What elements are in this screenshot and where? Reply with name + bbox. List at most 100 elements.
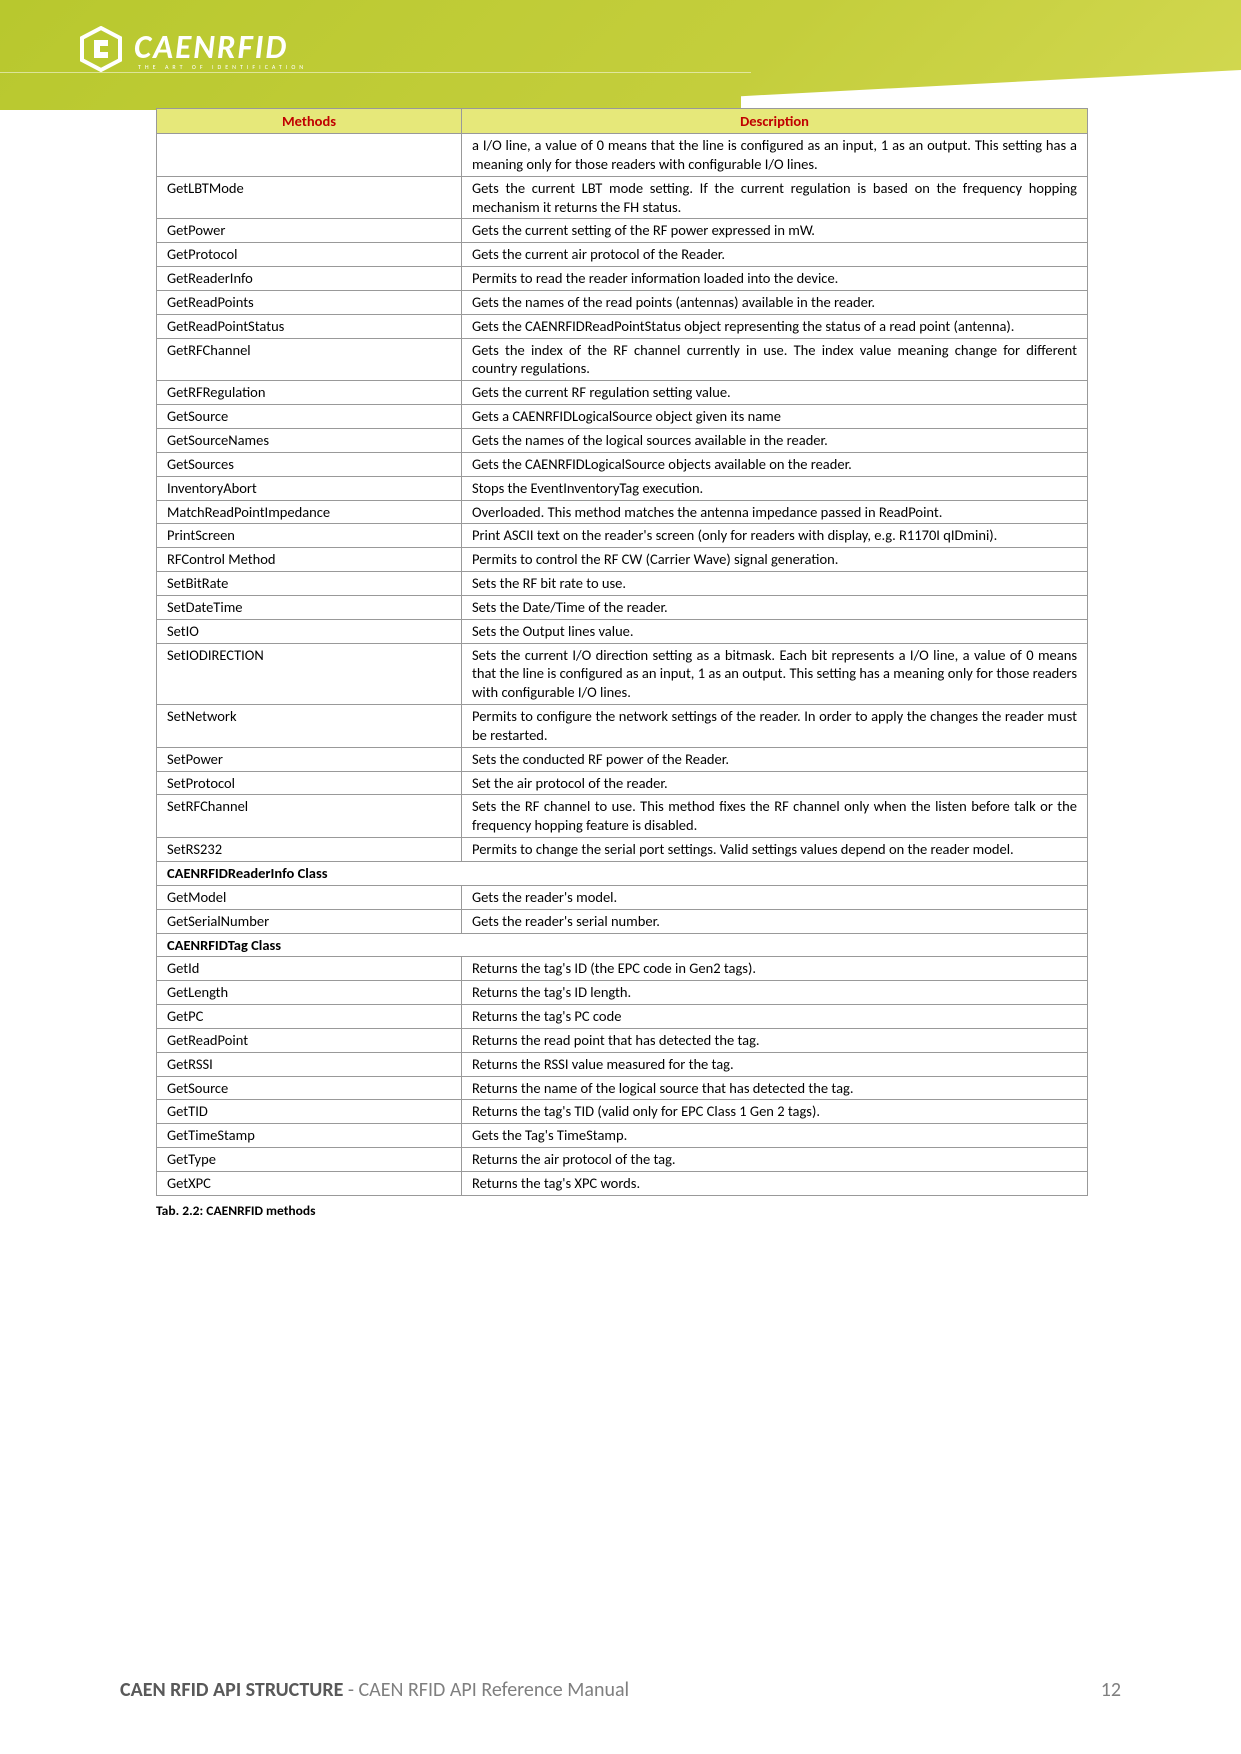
method-name: SetPower: [157, 747, 462, 771]
method-description: Returns the name of the logical source t…: [462, 1076, 1088, 1100]
table-row: CAENRFIDTag Class: [157, 933, 1088, 957]
method-description: Sets the current I/O direction setting a…: [462, 643, 1088, 705]
method-name: GetXPC: [157, 1171, 462, 1195]
table-row: RFControl MethodPermits to control the R…: [157, 548, 1088, 572]
table-row: CAENRFIDReaderInfo Class: [157, 862, 1088, 886]
method-name: [157, 134, 462, 177]
logo: CAENRFID THE ART OF IDENTIFICATION: [80, 26, 307, 72]
table-row: SetNetworkPermits to configure the netwo…: [157, 705, 1088, 748]
table-row: GetLBTModeGets the current LBT mode sett…: [157, 176, 1088, 219]
table-row: GetSourceReturns the name of the logical…: [157, 1076, 1088, 1100]
footer: CAEN RFID API STRUCTURE - CAEN RFID API …: [120, 1678, 1121, 1702]
method-description: Gets the CAENRFIDLogicalSource objects a…: [462, 452, 1088, 476]
method-name: GetReadPoint: [157, 1028, 462, 1052]
table-row: InventoryAbortStops the EventInventoryTa…: [157, 476, 1088, 500]
table-row: GetIdReturns the tag's ID (the EPC code …: [157, 957, 1088, 981]
table-row: PrintScreenPrint ASCII text on the reade…: [157, 524, 1088, 548]
table-row: GetXPCReturns the tag's XPC words.: [157, 1171, 1088, 1195]
logo-main: CAENRFID: [134, 27, 307, 67]
method-name: GetRSSI: [157, 1052, 462, 1076]
method-description: Sets the RF channel to use. This method …: [462, 795, 1088, 838]
table-row: GetModelGets the reader's model.: [157, 885, 1088, 909]
table-row: a I/O line, a value of 0 means that the …: [157, 134, 1088, 177]
method-name: InventoryAbort: [157, 476, 462, 500]
method-description: Gets the CAENRFIDReadPointStatus object …: [462, 314, 1088, 338]
method-description: Permits to change the serial port settin…: [462, 838, 1088, 862]
table-row: GetRFRegulationGets the current RF regul…: [157, 381, 1088, 405]
method-description: Returns the tag's XPC words.: [462, 1171, 1088, 1195]
method-description: Returns the air protocol of the tag.: [462, 1148, 1088, 1172]
header-line: [0, 72, 751, 73]
method-name: SetDateTime: [157, 595, 462, 619]
method-description: Gets the names of the logical sources av…: [462, 428, 1088, 452]
col-header-description: Description: [462, 109, 1088, 134]
method-description: Permits to read the reader information l…: [462, 267, 1088, 291]
method-name: SetProtocol: [157, 771, 462, 795]
table-row: GetSerialNumberGets the reader's serial …: [157, 909, 1088, 933]
method-description: Stops the EventInventoryTag execution.: [462, 476, 1088, 500]
table-row: GetPowerGets the current setting of the …: [157, 219, 1088, 243]
table-row: SetBitRateSets the RF bit rate to use.: [157, 572, 1088, 596]
method-name: GetReadPoints: [157, 290, 462, 314]
method-name: GetType: [157, 1148, 462, 1172]
method-description: Sets the Date/Time of the reader.: [462, 595, 1088, 619]
method-description: Permits to configure the network setting…: [462, 705, 1088, 748]
method-name: PrintScreen: [157, 524, 462, 548]
footer-page-number: 12: [1101, 1678, 1121, 1702]
table-row: MatchReadPointImpedanceOverloaded. This …: [157, 500, 1088, 524]
method-description: Returns the tag's ID length.: [462, 981, 1088, 1005]
method-name: GetSource: [157, 405, 462, 429]
method-name: GetTID: [157, 1100, 462, 1124]
section-header: CAENRFIDReaderInfo Class: [157, 862, 1088, 886]
table-row: GetTimeStampGets the Tag's TimeStamp.: [157, 1124, 1088, 1148]
method-name: GetProtocol: [157, 243, 462, 267]
method-name: GetModel: [157, 885, 462, 909]
table-row: SetIOSets the Output lines value.: [157, 619, 1088, 643]
method-description: Returns the RSSI value measured for the …: [462, 1052, 1088, 1076]
method-name: GetLBTMode: [157, 176, 462, 219]
table-row: GetPCReturns the tag's PC code: [157, 1005, 1088, 1029]
col-header-methods: Methods: [157, 109, 462, 134]
table-row: SetRS232Permits to change the serial por…: [157, 838, 1088, 862]
logo-text: CAENRFID THE ART OF IDENTIFICATION: [134, 27, 307, 71]
method-description: Sets the Output lines value.: [462, 619, 1088, 643]
method-name: GetLength: [157, 981, 462, 1005]
method-description: Gets the current setting of the RF power…: [462, 219, 1088, 243]
table-row: GetRSSIReturns the RSSI value measured f…: [157, 1052, 1088, 1076]
method-name: GetRFChannel: [157, 338, 462, 381]
table-row: GetReadPointStatusGets the CAENRFIDReadP…: [157, 314, 1088, 338]
footer-title: CAEN RFID API STRUCTURE - CAEN RFID API …: [120, 1678, 629, 1702]
table-row: SetProtocolSet the air protocol of the r…: [157, 771, 1088, 795]
method-description: Gets the current RF regulation setting v…: [462, 381, 1088, 405]
method-description: Returns the tag's TID (valid only for EP…: [462, 1100, 1088, 1124]
method-description: Gets the Tag's TimeStamp.: [462, 1124, 1088, 1148]
method-name: GetReadPointStatus: [157, 314, 462, 338]
method-name: SetBitRate: [157, 572, 462, 596]
method-description: Gets the current air protocol of the Rea…: [462, 243, 1088, 267]
table-row: GetRFChannelGets the index of the RF cha…: [157, 338, 1088, 381]
method-description: Gets the names of the read points (anten…: [462, 290, 1088, 314]
methods-table: Methods Description a I/O line, a value …: [156, 108, 1088, 1196]
method-name: GetPC: [157, 1005, 462, 1029]
method-description: Gets the current LBT mode setting. If th…: [462, 176, 1088, 219]
method-name: RFControl Method: [157, 548, 462, 572]
method-name: GetSource: [157, 1076, 462, 1100]
logo-tagline: THE ART OF IDENTIFICATION: [138, 63, 307, 71]
table-row: SetPowerSets the conducted RF power of t…: [157, 747, 1088, 771]
table-row: GetReadPointsGets the names of the read …: [157, 290, 1088, 314]
method-name: GetId: [157, 957, 462, 981]
footer-title-bold: CAEN RFID API STRUCTURE: [120, 1678, 343, 1702]
method-name: SetRFChannel: [157, 795, 462, 838]
method-description: Overloaded. This method matches the ante…: [462, 500, 1088, 524]
footer-title-rest: - CAEN RFID API Reference Manual: [343, 1678, 629, 1702]
method-name: GetSourceNames: [157, 428, 462, 452]
method-name: GetRFRegulation: [157, 381, 462, 405]
table-row: GetLengthReturns the tag's ID length.: [157, 981, 1088, 1005]
table-row: GetSourceGets a CAENRFIDLogicalSource ob…: [157, 405, 1088, 429]
method-description: Sets the RF bit rate to use.: [462, 572, 1088, 596]
method-name: GetSources: [157, 452, 462, 476]
method-name: SetIODIRECTION: [157, 643, 462, 705]
method-description: Returns the tag's PC code: [462, 1005, 1088, 1029]
method-description: Returns the tag's ID (the EPC code in Ge…: [462, 957, 1088, 981]
method-name: GetSerialNumber: [157, 909, 462, 933]
